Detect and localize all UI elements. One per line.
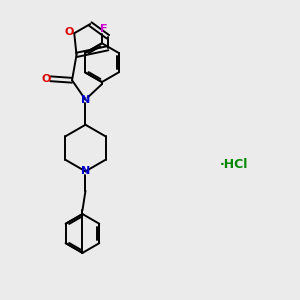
Text: F: F bbox=[100, 24, 107, 34]
Text: O: O bbox=[41, 74, 51, 84]
Text: ·HCl: ·HCl bbox=[219, 158, 248, 171]
Text: N: N bbox=[81, 166, 90, 176]
Text: O: O bbox=[64, 27, 74, 37]
Text: N: N bbox=[81, 95, 90, 105]
